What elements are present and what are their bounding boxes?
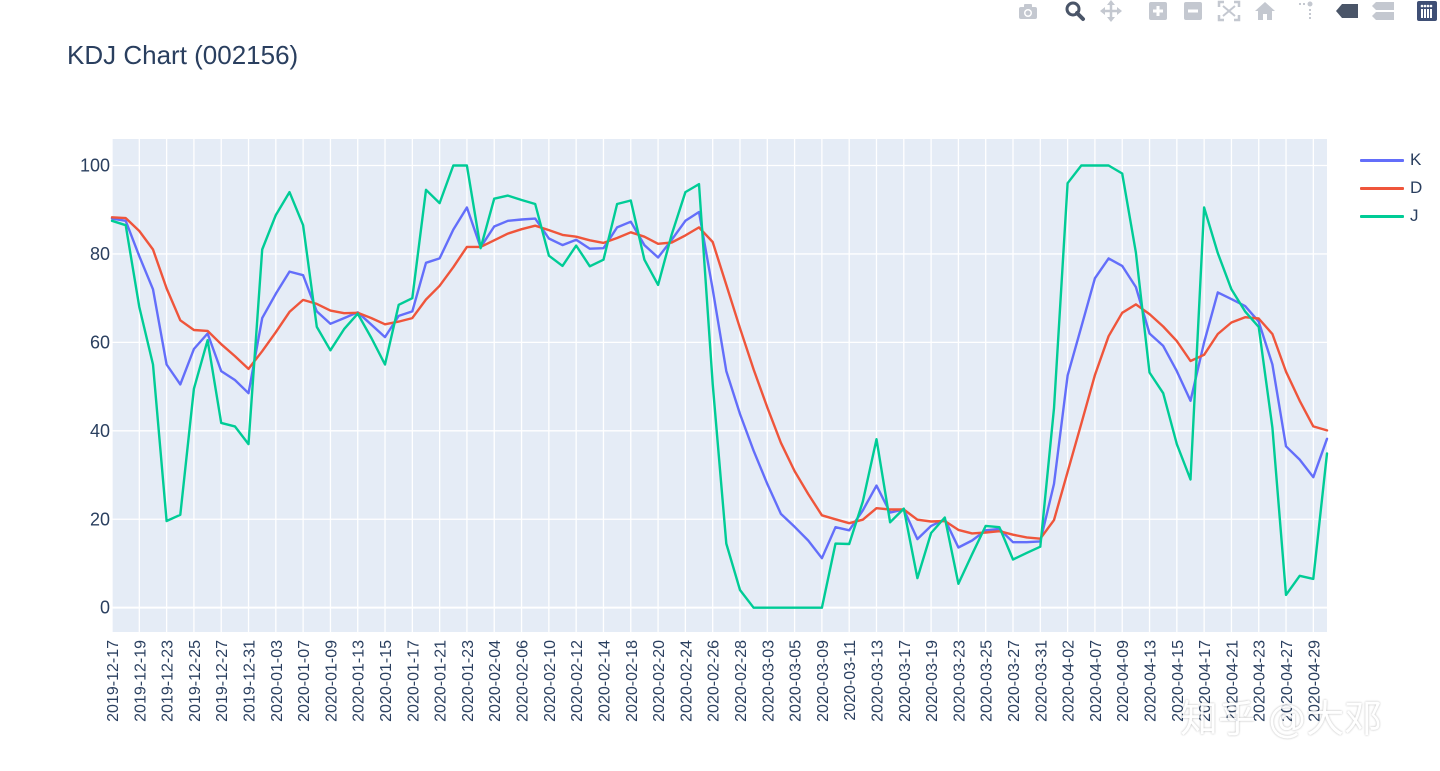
legend-label: K	[1410, 150, 1422, 169]
x-tick-label: 2019-12-19	[132, 640, 149, 722]
zoom-out-icon	[1184, 2, 1202, 20]
gridlines	[111, 139, 1327, 632]
camera-icon	[1019, 4, 1037, 19]
x-tick-label: 2019-12-31	[242, 640, 259, 722]
plotly-logo-icon	[1417, 1, 1437, 21]
legend-label: J	[1410, 206, 1419, 225]
x-tick-label: 2020-02-14	[596, 640, 613, 722]
x-tick-label: 2020-03-23	[951, 640, 968, 722]
y-tick-label: 100	[80, 156, 110, 176]
y-tick-label: 40	[90, 421, 110, 441]
x-tick-label: 2020-04-27	[1279, 640, 1296, 722]
x-tick-label: 2020-02-18	[624, 640, 641, 722]
legend-swatch	[1360, 187, 1404, 190]
x-tick-label: 2020-04-09	[1115, 640, 1132, 722]
x-tick-label: 2020-02-20	[651, 640, 668, 722]
x-tick-label: 2020-04-15	[1170, 640, 1187, 722]
modebar-toolbar	[1000, 0, 1440, 22]
hover-compare-icon	[1372, 2, 1394, 20]
zoom-in-button[interactable]	[1145, 0, 1171, 22]
hover-closest-icon	[1336, 4, 1358, 18]
x-tick-label: 2020-03-05	[788, 640, 805, 722]
x-tick-label: 2020-02-12	[569, 640, 586, 722]
home-button[interactable]	[1252, 0, 1278, 22]
y-tick-label: 80	[90, 244, 110, 264]
autoscale-button[interactable]	[1216, 0, 1242, 22]
x-tick-label: 2020-03-31	[1033, 640, 1050, 722]
x-tick-label: 2020-03-13	[869, 640, 886, 722]
series-lines	[110, 164, 1329, 609]
x-tick-label: 2020-04-13	[1143, 640, 1160, 722]
autoscale-icon	[1217, 0, 1241, 22]
x-tick-label: 2020-03-17	[897, 640, 914, 722]
x-tick-label: 2020-04-21	[1224, 640, 1241, 722]
camera-button[interactable]	[1015, 0, 1041, 22]
chart-title: KDJ Chart (002156)	[67, 40, 299, 70]
x-tick-label: 2020-02-06	[515, 640, 532, 722]
x-tick-label: 2020-03-03	[760, 640, 777, 722]
x-tick-label: 2020-04-02	[1061, 640, 1078, 722]
x-tick-label: 2020-04-07	[1088, 640, 1105, 722]
pan-icon	[1100, 0, 1122, 22]
hover-compare-button[interactable]	[1370, 0, 1396, 22]
x-tick-label: 2020-02-26	[706, 640, 723, 722]
x-tick-label: 2020-01-03	[269, 640, 286, 722]
x-tick-label: 2020-03-11	[842, 640, 859, 721]
x-tick-label: 2020-01-15	[378, 640, 395, 722]
x-tick-label: 2020-01-23	[460, 640, 477, 722]
x-tick-label: 2020-02-24	[678, 640, 695, 722]
zoom-out-button[interactable]	[1180, 0, 1206, 22]
series-line-j[interactable]	[110, 164, 1329, 609]
plot-area-background	[112, 139, 1327, 632]
x-axis-ticks: 2019-12-17 2019-12-19 2019-12-23 2019-12-25…	[105, 640, 1323, 722]
x-tick-label: 2019-12-25	[187, 640, 204, 722]
legend-swatch	[1360, 215, 1404, 218]
legend-label: D	[1410, 178, 1423, 197]
y-axis-ticks: 0 20 40 60 80 100	[80, 156, 110, 618]
x-tick-label: 2020-04-29	[1306, 640, 1323, 722]
x-tick-label: 2020-03-19	[924, 640, 941, 722]
x-tick-label: 2020-03-25	[979, 640, 996, 722]
zoom-button[interactable]	[1062, 0, 1088, 22]
x-tick-label: 2020-01-13	[351, 640, 368, 722]
x-tick-label: 2019-12-27	[214, 640, 231, 722]
x-tick-label: 2020-01-21	[433, 640, 450, 722]
zoom-in-icon	[1149, 2, 1167, 20]
y-tick-label: 60	[90, 332, 110, 352]
x-tick-label: 2020-02-10	[542, 640, 559, 722]
x-tick-label: 2020-01-17	[405, 640, 422, 722]
x-tick-label: 2020-02-28	[733, 640, 750, 722]
plotly-logo-button[interactable]	[1414, 0, 1440, 22]
y-tick-label: 20	[90, 509, 110, 529]
watermark: 知乎 @大邓	[1180, 697, 1383, 741]
zoom-icon	[1065, 1, 1085, 21]
pan-button[interactable]	[1098, 0, 1124, 22]
x-tick-label: 2019-12-17	[105, 640, 122, 722]
x-tick-label: 2020-02-04	[487, 640, 504, 722]
x-tick-label: 2020-03-27	[1006, 640, 1023, 722]
legend-swatch	[1360, 159, 1404, 162]
home-icon	[1255, 2, 1275, 20]
spike-lines-icon	[1299, 1, 1313, 20]
x-tick-label: 2020-04-23	[1252, 640, 1269, 722]
x-tick-label: 2020-04-17	[1197, 640, 1214, 722]
hover-closest-button[interactable]	[1334, 0, 1360, 22]
x-tick-label: 2020-03-09	[815, 640, 832, 722]
x-tick-label: 2020-01-07	[296, 640, 313, 722]
x-tick-label: 2020-01-09	[323, 640, 340, 722]
spike-lines-button[interactable]	[1296, 0, 1322, 22]
x-tick-label: 2019-12-23	[160, 640, 177, 722]
y-tick-label: 0	[100, 598, 110, 618]
